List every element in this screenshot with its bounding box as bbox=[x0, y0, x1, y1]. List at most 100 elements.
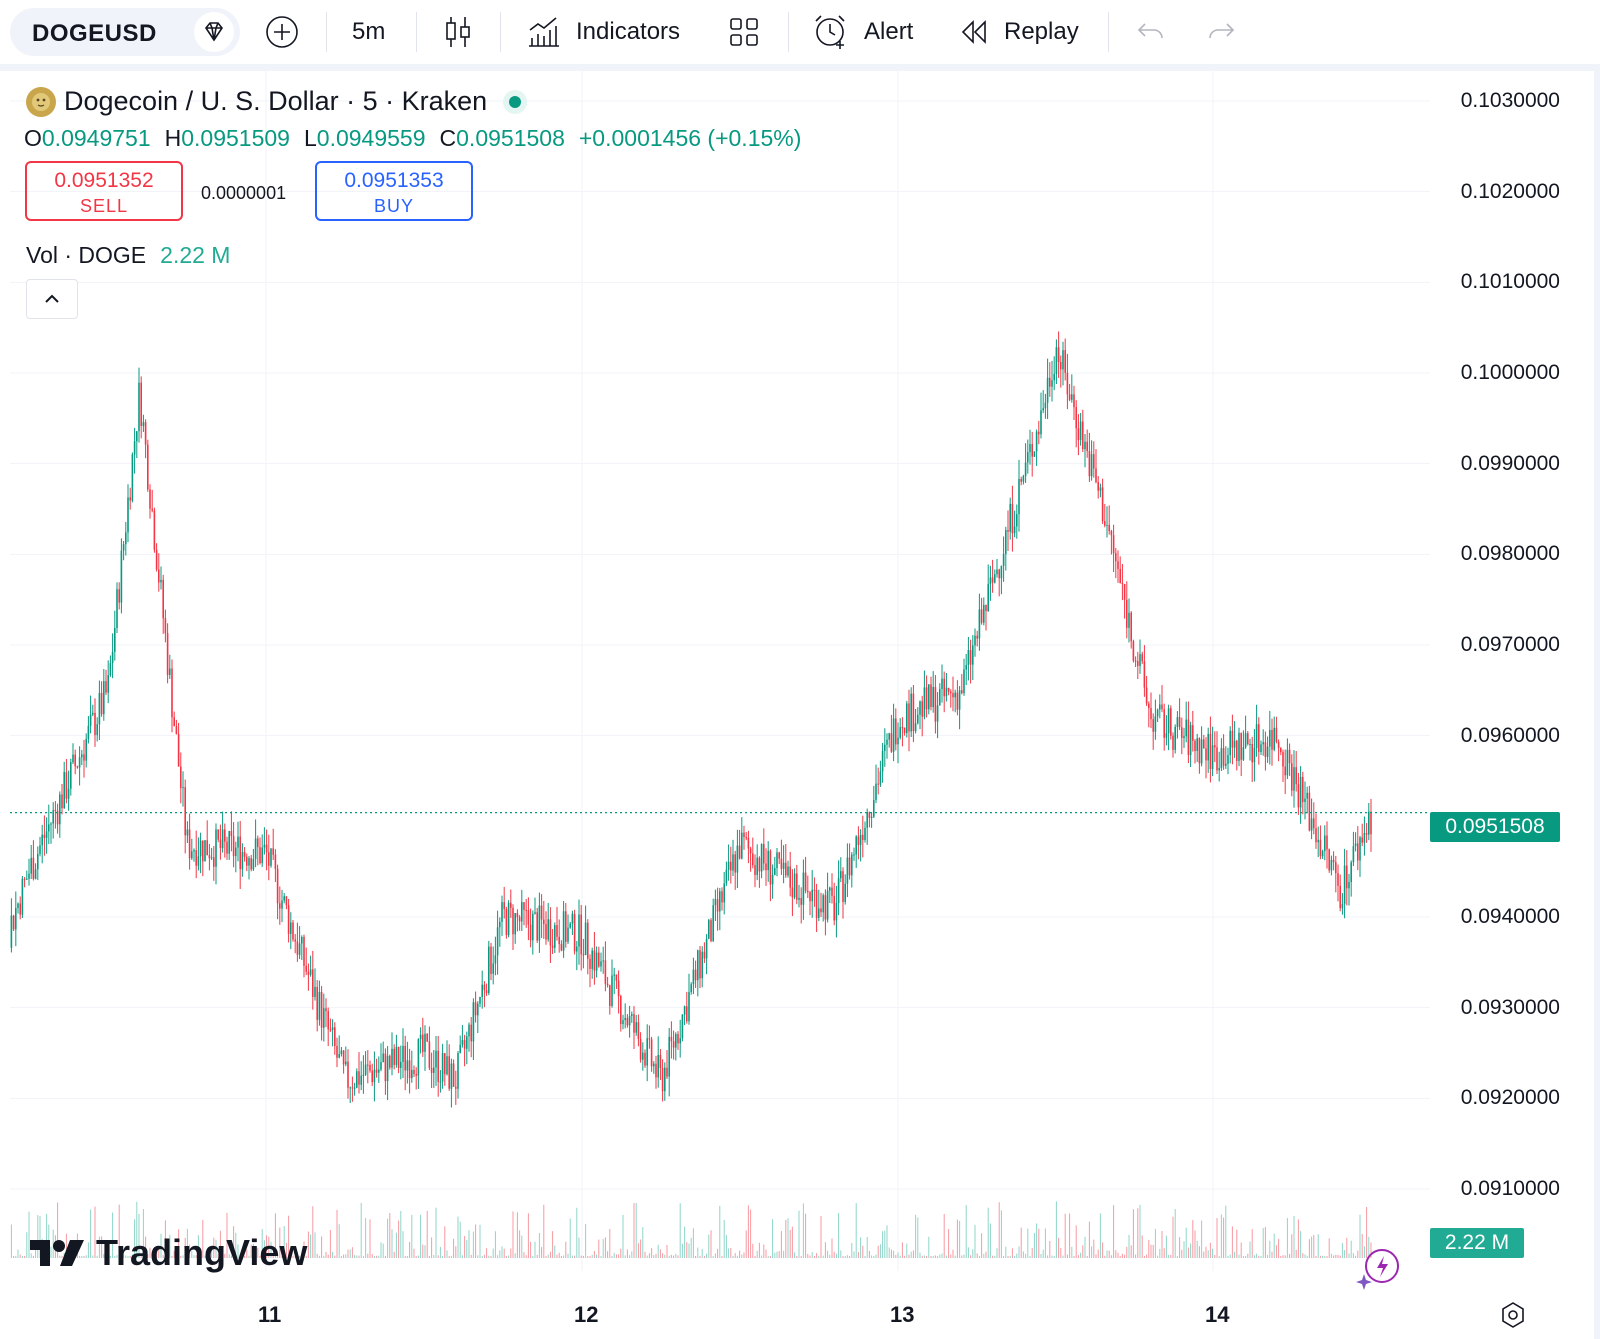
tradingview-logo[interactable]: TradingView bbox=[30, 1232, 307, 1274]
candle-body bbox=[558, 936, 560, 945]
candle-body bbox=[945, 687, 948, 697]
compare-add-icon[interactable] bbox=[264, 14, 300, 50]
volume-bar bbox=[890, 1249, 892, 1258]
candle-body bbox=[285, 896, 288, 906]
candle-body bbox=[109, 663, 112, 676]
chart-settings-icon[interactable] bbox=[1498, 1300, 1528, 1335]
volume-bar bbox=[855, 1202, 857, 1258]
volume-bar bbox=[1091, 1246, 1093, 1258]
candle-body bbox=[796, 873, 798, 900]
alert-button[interactable]: Alert bbox=[812, 14, 913, 50]
volume-bar bbox=[1038, 1228, 1040, 1258]
candle-body bbox=[703, 951, 706, 959]
volume-bar bbox=[373, 1256, 375, 1258]
candle-body bbox=[1359, 837, 1361, 861]
undo-icon[interactable] bbox=[1136, 14, 1166, 50]
candle-body bbox=[866, 812, 868, 828]
volume-bar bbox=[609, 1228, 611, 1258]
candle-body bbox=[166, 633, 169, 675]
volume-bar bbox=[1304, 1254, 1306, 1258]
candle-body bbox=[824, 895, 827, 920]
volume-bar bbox=[1267, 1254, 1269, 1258]
candle-body bbox=[1196, 738, 1198, 752]
candle-body bbox=[606, 983, 609, 986]
candle-body bbox=[771, 874, 774, 885]
rewind-icon bbox=[961, 20, 986, 44]
volume-bar bbox=[842, 1255, 844, 1258]
volume-bar bbox=[791, 1226, 793, 1258]
indicators-button[interactable]: Indicators bbox=[526, 14, 680, 50]
candle-body bbox=[1077, 428, 1080, 440]
volume-bar bbox=[1335, 1254, 1337, 1258]
candle-body bbox=[1368, 811, 1370, 835]
volume-bar bbox=[629, 1255, 631, 1258]
volume-bar bbox=[695, 1255, 697, 1258]
volume-bar bbox=[347, 1249, 349, 1258]
candle-body bbox=[556, 925, 558, 937]
ai-assistant-icon[interactable] bbox=[1356, 1246, 1402, 1297]
candle-body bbox=[1242, 747, 1245, 760]
volume-bar bbox=[178, 1229, 180, 1258]
volume-bar bbox=[103, 1253, 105, 1258]
sell-button[interactable]: 0.0951352 SELL bbox=[25, 161, 183, 221]
volume-bar bbox=[1007, 1255, 1009, 1258]
candle-body bbox=[584, 922, 587, 956]
candle-body bbox=[1343, 865, 1346, 904]
candle-body bbox=[1141, 654, 1143, 662]
volume-bar bbox=[1333, 1255, 1335, 1258]
candle-body bbox=[804, 872, 807, 891]
diamond-icon[interactable] bbox=[194, 12, 234, 52]
volume-bar bbox=[948, 1228, 950, 1258]
volume-bar bbox=[556, 1254, 558, 1258]
candle-body bbox=[655, 1063, 657, 1078]
volume-bar bbox=[626, 1249, 628, 1258]
volume-bar bbox=[1286, 1218, 1288, 1258]
volume-bar bbox=[1322, 1255, 1324, 1258]
candle-body bbox=[463, 1040, 466, 1049]
symbol-search-button[interactable]: DOGEUSD bbox=[10, 8, 240, 56]
candle-body bbox=[1159, 704, 1161, 710]
redo-icon[interactable] bbox=[1206, 14, 1236, 50]
volume-bar bbox=[1330, 1253, 1332, 1258]
candle-body bbox=[725, 869, 728, 884]
volume-bar bbox=[972, 1249, 974, 1258]
candle-body bbox=[1273, 727, 1275, 750]
volume-bar bbox=[1225, 1205, 1227, 1258]
candle-body bbox=[1097, 482, 1099, 491]
volume-bar bbox=[246, 1249, 248, 1258]
replay-button[interactable]: Replay bbox=[958, 14, 1079, 50]
volume-bar bbox=[1040, 1254, 1042, 1258]
candle-body bbox=[296, 941, 299, 955]
candles-chart-type-icon[interactable] bbox=[444, 14, 472, 50]
candle-body bbox=[976, 635, 978, 639]
volume-bar bbox=[886, 1225, 888, 1258]
volume-bar bbox=[1093, 1239, 1095, 1258]
candle-body bbox=[578, 914, 580, 947]
candle-body bbox=[668, 1036, 670, 1077]
candle-body bbox=[1260, 744, 1262, 753]
layouts-grid-icon[interactable] bbox=[728, 14, 760, 50]
candle-body bbox=[499, 921, 501, 928]
candle-body bbox=[743, 832, 745, 838]
volume-bar bbox=[1260, 1256, 1262, 1258]
candle-body bbox=[208, 855, 211, 859]
candle-body bbox=[287, 905, 290, 934]
candle-body bbox=[859, 834, 862, 845]
candle-body bbox=[523, 902, 525, 910]
price-chart[interactable] bbox=[10, 71, 1600, 1339]
buy-button[interactable]: 0.0951353 BUY bbox=[315, 161, 473, 221]
volume-bar bbox=[1256, 1253, 1258, 1258]
volume-bar bbox=[670, 1254, 672, 1258]
volume-bar bbox=[442, 1255, 444, 1258]
interval-button[interactable]: 5m bbox=[352, 18, 386, 45]
volume-bar bbox=[1117, 1252, 1119, 1258]
volume-bar bbox=[301, 1255, 303, 1258]
candle-body bbox=[1299, 776, 1302, 808]
volume-bar bbox=[1264, 1227, 1266, 1258]
candle-body bbox=[591, 950, 593, 969]
volume-bar bbox=[688, 1243, 690, 1258]
candle-body bbox=[45, 831, 48, 839]
collapse-legend-button[interactable] bbox=[26, 279, 78, 319]
volume-bar bbox=[813, 1255, 815, 1258]
candle-body bbox=[1183, 736, 1185, 738]
